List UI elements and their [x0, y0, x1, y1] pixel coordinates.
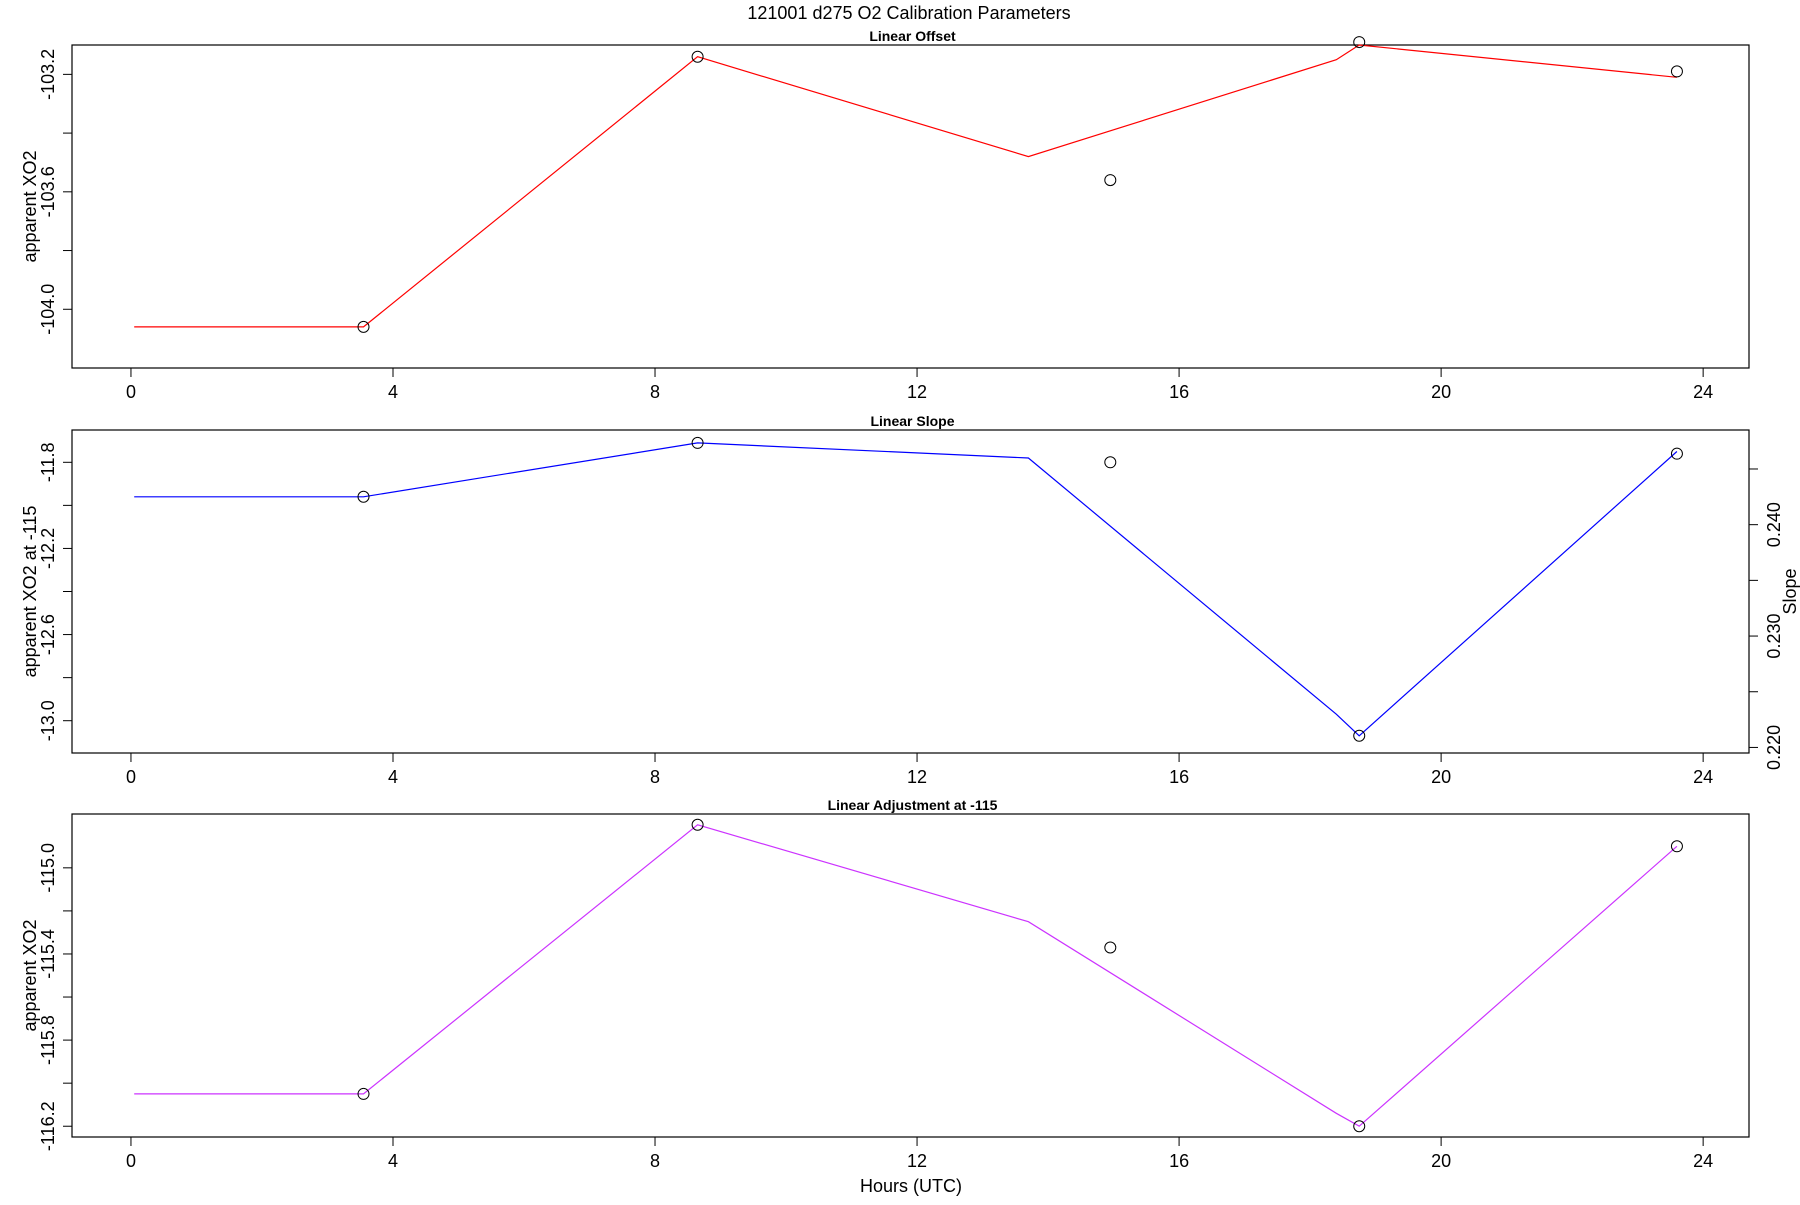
plot-frame — [71, 813, 1750, 1138]
data-point — [691, 436, 704, 449]
x-tick-label: 12 — [907, 767, 927, 787]
panel-title: Linear Slope — [870, 413, 954, 429]
panel-2: Linear Slope 0 4 8 12 16 20 24 -13.0 -12.6 -12.2 -1… — [20, 413, 1800, 787]
y2-axis-label: Slope — [1780, 568, 1800, 614]
y-tick-label: -13.0 — [38, 700, 58, 741]
data-point — [357, 1087, 370, 1100]
panel-3: Linear Adjustment at -115 0 4 8 12 16 20 24 -116… — [20, 797, 1750, 1171]
panel-title: Linear Offset — [869, 28, 956, 44]
x-tick-label: 12 — [907, 1151, 927, 1171]
x-tick-label: 20 — [1431, 382, 1451, 402]
x-tick-label: 24 — [1693, 767, 1713, 787]
x-tick-label: 0 — [126, 1151, 136, 1171]
plot-frame — [71, 429, 1750, 754]
data-point — [1104, 456, 1117, 469]
data-point — [1104, 941, 1117, 954]
y2-tick-label: 0.220 — [1764, 725, 1784, 770]
y-tick-label: -103.6 — [38, 166, 58, 217]
data-point — [1353, 729, 1366, 742]
x-tick-label: 0 — [126, 767, 136, 787]
series-line — [134, 442, 1678, 737]
x-tick-label: 0 — [126, 382, 136, 402]
y-axis-label: apparent XO2 at -115 — [20, 506, 40, 678]
data-point — [1670, 65, 1683, 78]
x-tick-label: 8 — [650, 382, 660, 402]
x-tick-label: 8 — [650, 767, 660, 787]
series-line — [134, 44, 1677, 328]
y-tick-label: -103.2 — [38, 49, 58, 100]
y-tick-label: -115.8 — [38, 1015, 58, 1065]
x-tick-label: 4 — [388, 767, 398, 787]
plot-frame — [71, 44, 1750, 369]
data-point — [691, 50, 704, 63]
x-axis-label: Hours (UTC) — [860, 1176, 962, 1196]
data-point — [1353, 36, 1366, 49]
y-tick-label: -115.4 — [38, 929, 58, 979]
y-tick-label: -11.8 — [38, 442, 58, 482]
data-point — [1104, 174, 1117, 187]
x-tick-label: 16 — [1169, 382, 1189, 402]
data-point — [1670, 447, 1683, 460]
x-tick-label: 24 — [1693, 1151, 1713, 1171]
data-point — [1670, 840, 1683, 853]
x-tick-label: 20 — [1431, 1151, 1451, 1171]
data-point — [357, 490, 370, 503]
y2-tick-label: 0.230 — [1764, 614, 1784, 659]
x-tick-label: 16 — [1169, 1151, 1189, 1171]
y-tick-label: -12.2 — [38, 528, 58, 569]
x-tick-label: 12 — [907, 382, 927, 402]
x-tick-label: 24 — [1693, 382, 1713, 402]
y-axis-label: apparent XO2 — [20, 919, 40, 1031]
panel-1: Linear Offset 0 4 8 12 16 20 24 -104.0 -103.6 -103… — [20, 28, 1750, 402]
y-tick-label: -115.0 — [38, 843, 58, 893]
x-tick-label: 4 — [388, 382, 398, 402]
x-tick-label: 4 — [388, 1151, 398, 1171]
panel-title: Linear Adjustment at -115 — [828, 797, 998, 813]
x-tick-label: 8 — [650, 1151, 660, 1171]
y-axis-label: apparent XO2 — [20, 150, 40, 262]
data-point — [357, 320, 370, 333]
figure-title: 121001 d275 O2 Calibration Parameters — [747, 3, 1070, 23]
y-tick-label: -12.6 — [38, 614, 58, 655]
y-tick-label: -116.2 — [38, 1101, 58, 1151]
x-tick-label: 16 — [1169, 767, 1189, 787]
data-point — [1353, 1120, 1366, 1133]
y2-tick-label: 0.240 — [1764, 502, 1784, 547]
series-line — [134, 824, 1678, 1127]
y-tick-label: -104.0 — [38, 284, 58, 335]
data-point — [691, 818, 704, 831]
x-tick-label: 20 — [1431, 767, 1451, 787]
